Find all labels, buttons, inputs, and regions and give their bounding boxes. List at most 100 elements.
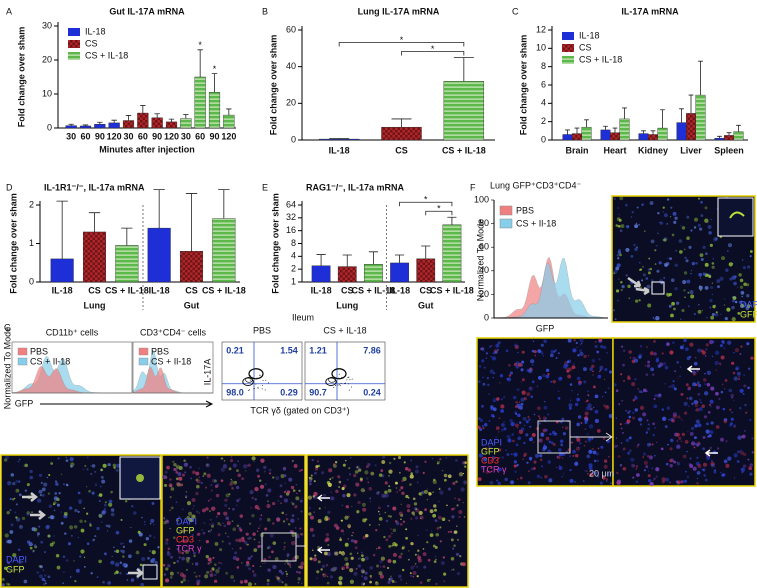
cell-dot — [723, 459, 728, 464]
cell-dot — [650, 239, 655, 244]
cell-dot — [443, 473, 448, 478]
cell-dot — [683, 401, 688, 406]
cell-dot — [178, 516, 181, 519]
cell-dot — [210, 529, 212, 531]
cell-dot — [538, 438, 542, 442]
cell-dot — [318, 507, 321, 510]
cell-dot — [426, 488, 428, 490]
cell-dot — [596, 459, 599, 463]
cell-dot — [293, 464, 298, 468]
event-dot — [257, 387, 259, 389]
cell-dot — [697, 383, 702, 388]
cell-dot — [664, 425, 668, 429]
cell-dot — [234, 551, 238, 555]
cell-dot — [708, 275, 712, 279]
cell-dot — [101, 521, 103, 523]
cell-dot — [228, 493, 231, 496]
error-bar — [111, 119, 117, 123]
cell-dot — [187, 511, 193, 516]
cell-dot — [17, 548, 21, 551]
cell-dot — [415, 508, 418, 511]
cell-dot — [451, 547, 455, 550]
cell-dot — [647, 268, 651, 271]
cell-dot — [239, 580, 244, 584]
cell-dot — [733, 351, 735, 354]
panel-label: A — [6, 6, 12, 16]
cell-dot — [725, 463, 730, 468]
cell-dot — [285, 570, 288, 573]
cell-dot — [596, 429, 601, 433]
cell-dot — [325, 537, 330, 542]
cell-dot — [737, 450, 740, 454]
cell-dot — [649, 351, 654, 356]
cell-dot — [435, 558, 437, 561]
cell-dot — [745, 306, 750, 311]
cell-dot — [271, 522, 275, 525]
cell-dot — [285, 517, 289, 521]
cell-dot — [214, 563, 217, 566]
cell-dot — [112, 463, 117, 468]
cell-dot — [347, 524, 352, 528]
cell-dot — [516, 388, 520, 392]
cell-dot — [739, 278, 744, 283]
cell-dot — [409, 572, 412, 575]
cell-dot — [697, 464, 702, 468]
cell-dot — [641, 279, 644, 282]
cell-dot — [205, 540, 210, 544]
chart-title: Gut IL-17A mRNA — [109, 6, 185, 16]
cell-dot — [42, 494, 45, 497]
cell-dot — [434, 508, 438, 512]
cell-dot — [279, 484, 283, 488]
legend-swatch — [562, 32, 574, 40]
cell-dot — [557, 448, 562, 452]
cell-dot — [351, 534, 353, 537]
cell-dot — [684, 296, 686, 299]
cell-dot — [740, 436, 743, 439]
cell-dot — [348, 526, 351, 529]
x-tick-label: Brain — [565, 145, 588, 155]
cell-dot — [334, 566, 338, 570]
cell-dot — [217, 512, 221, 516]
cell-dot — [234, 480, 237, 483]
cell-dot — [622, 448, 625, 451]
cell-dot — [108, 502, 113, 507]
cell-dot — [120, 518, 123, 521]
cell-dot — [258, 541, 261, 544]
cell-dot — [680, 440, 683, 442]
cell-dot — [350, 539, 355, 543]
cell-dot — [630, 254, 634, 258]
y-tick-label: 2 — [291, 264, 296, 274]
cell-dot — [254, 504, 259, 510]
x-tick-label: Liver — [680, 145, 702, 155]
y-tick-label: 6 — [541, 79, 546, 89]
cell-dot — [700, 214, 704, 217]
bar — [724, 135, 734, 141]
event-dot — [333, 386, 335, 388]
cell-dot — [727, 340, 732, 345]
cell-dot — [517, 351, 519, 354]
cell-dot — [379, 559, 383, 564]
cell-dot — [327, 543, 330, 546]
y-axis-label: Fold change over sham — [268, 35, 278, 136]
cell-dot — [176, 518, 179, 522]
cell-dot — [483, 366, 486, 369]
cell-dot — [527, 415, 530, 419]
cell-dot — [232, 463, 237, 468]
cell-dot — [178, 476, 183, 481]
cell-dot — [380, 556, 386, 561]
cell-dot — [561, 426, 564, 429]
cell-dot — [426, 578, 430, 582]
cell-dot — [278, 578, 282, 583]
cell-dot — [729, 277, 733, 281]
cell-dot — [191, 514, 196, 519]
cell-dot — [301, 497, 303, 499]
cell-dot — [18, 493, 22, 497]
cell-dot — [723, 419, 728, 424]
y-tick-label: 60 — [286, 24, 296, 34]
cell-dot — [300, 582, 303, 585]
cell-dot — [687, 386, 692, 390]
cell-dot — [501, 423, 505, 427]
cell-dot — [567, 338, 572, 343]
cell-dot — [311, 458, 314, 462]
cell-dot — [276, 517, 281, 522]
